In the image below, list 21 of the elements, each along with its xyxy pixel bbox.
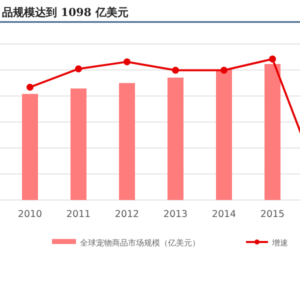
bar xyxy=(264,64,280,200)
x-tick-label: 2010 xyxy=(18,209,42,220)
x-tick-label: 2013 xyxy=(163,209,188,220)
chart-title: 品规模达到 1098 亿美元 xyxy=(2,6,128,19)
x-tick-label: 2011 xyxy=(66,209,91,220)
point xyxy=(172,66,179,74)
point xyxy=(75,65,82,72)
legend-label: 增速 xyxy=(271,238,288,248)
x-tick-label: 2012 xyxy=(114,209,140,220)
bar xyxy=(70,88,86,200)
bar xyxy=(119,83,135,200)
point xyxy=(26,84,34,91)
x-tick-label: 2014 xyxy=(212,209,236,220)
bar xyxy=(22,94,38,200)
bar xyxy=(216,69,232,200)
legend-label: 全球宠物商品市场规模（亿美元） xyxy=(80,238,200,248)
bar xyxy=(168,78,184,200)
point xyxy=(124,58,130,66)
x-tick-label: 2015 xyxy=(260,209,285,220)
point xyxy=(269,56,276,62)
point xyxy=(220,66,228,74)
